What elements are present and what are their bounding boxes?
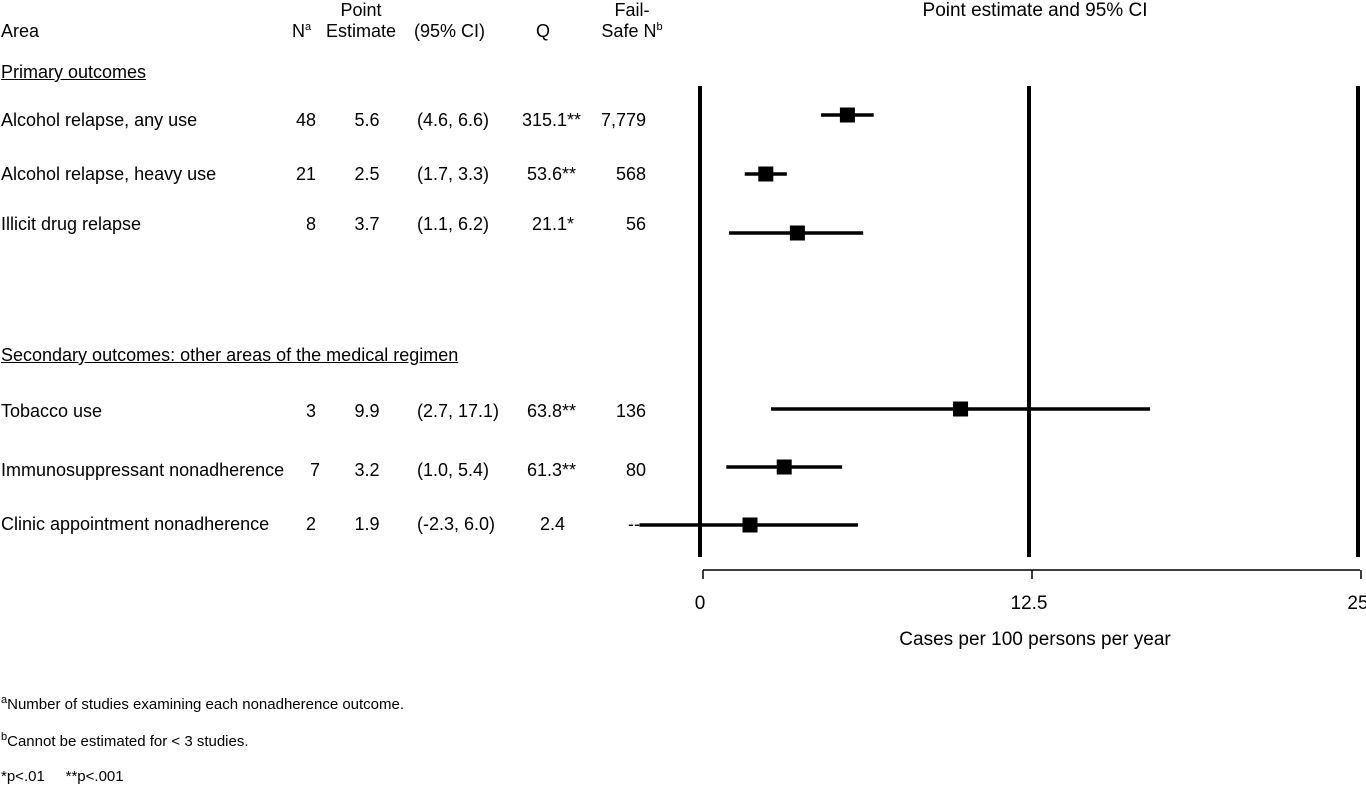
row-failsafe: --- [628, 514, 646, 534]
row-ci: (4.6, 6.6) [417, 110, 490, 130]
chart-title: Point estimate and 95% CI [922, 0, 1148, 21]
row-q: 53.6** [527, 164, 577, 184]
row-q: 21.1* [532, 214, 575, 234]
x-tick-label: 0 [695, 593, 706, 614]
row-area: Alcohol relapse, heavy use [1, 164, 217, 184]
row-n: 7 [309, 460, 320, 480]
row-area: Alcohol relapse, any use [1, 110, 198, 130]
point-estimate-marker [953, 401, 969, 417]
row-area: Immunosuppressant nonadherence [1, 460, 285, 480]
header-area: Area [1, 21, 40, 41]
x-tick-label: 25 [1347, 593, 1366, 614]
row-failsafe: 568 [615, 164, 646, 184]
header-q: Q [536, 21, 551, 41]
x-axis-label: Cases per 100 persons per year [899, 629, 1171, 650]
row-estimate: 1.9 [354, 514, 380, 534]
point-estimate-marker [758, 166, 774, 182]
point-estimate-marker [789, 225, 805, 241]
header-point-line1: Point [340, 0, 382, 20]
footnote-b: bCannot be estimated for < 3 studies. [1, 731, 249, 751]
row-failsafe: 80 [625, 460, 646, 480]
row-ci: (1.1, 6.2) [417, 214, 490, 234]
section-primary: Primary outcomes [1, 62, 147, 82]
row-area: Tobacco use [1, 401, 103, 421]
row-n: 2 [305, 514, 316, 534]
header-failsafe-line1: Fail- [614, 0, 650, 20]
footnote-significance: *p<.01 **p<.001 [1, 768, 124, 785]
x-tick-label: 12.5 [1011, 593, 1048, 614]
footnote-a: aNumber of studies examining each nonadh… [1, 694, 405, 714]
row-estimate: 3.7 [354, 214, 380, 234]
header-point-line2: Estimate [325, 21, 397, 41]
row-failsafe: 7,779 [600, 110, 646, 130]
row-estimate: 9.9 [354, 401, 380, 421]
section-secondary: Secondary outcomes: other areas of the m… [1, 345, 459, 365]
row-n: 21 [295, 164, 316, 184]
header-n: Na [292, 21, 312, 41]
point-estimate-marker [839, 107, 855, 123]
row-n: 8 [305, 214, 316, 234]
row-q: 2.4 [540, 514, 566, 534]
header-failsafe-line2: Safe Nb [601, 21, 663, 41]
row-ci: (-2.3, 6.0) [417, 514, 496, 534]
row-area: Clinic appointment nonadherence [1, 514, 270, 534]
row-ci: (1.0, 5.4) [417, 460, 490, 480]
point-estimate-marker [742, 517, 758, 533]
point-estimate-marker [776, 459, 792, 475]
row-area: Illicit drug relapse [1, 214, 142, 234]
row-q: 61.3** [527, 460, 577, 480]
row-ci: (2.7, 17.1) [417, 401, 500, 421]
row-estimate: 2.5 [354, 164, 380, 184]
row-failsafe: 56 [625, 214, 646, 234]
row-q: 63.8** [527, 401, 577, 421]
row-n: 48 [295, 110, 316, 130]
row-q: 315.1** [522, 110, 582, 130]
row-estimate: 3.2 [354, 460, 380, 480]
row-failsafe: 136 [615, 401, 646, 421]
row-n: 3 [305, 401, 316, 421]
header-ci: (95% CI) [414, 21, 486, 41]
row-estimate: 5.6 [354, 110, 380, 130]
row-ci: (1.7, 3.3) [417, 164, 490, 184]
